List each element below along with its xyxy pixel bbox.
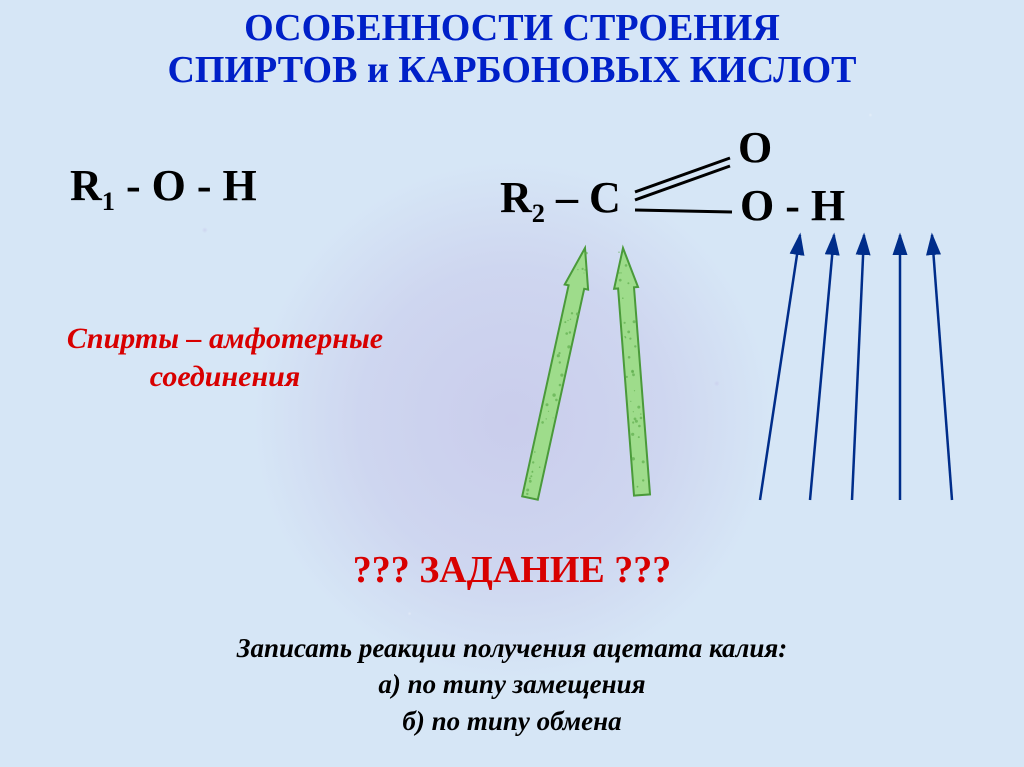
carboxyl-bond-lines	[635, 158, 732, 212]
acid-R: R	[500, 173, 532, 222]
blue-arrow	[810, 235, 834, 500]
assignment-line2: а) по типу замещения	[378, 669, 645, 699]
blue-arrow	[932, 235, 952, 500]
acid-R-sub: 2	[532, 198, 545, 228]
amphoteric-line1: Спирты – амфотерные	[67, 322, 383, 355]
alcohol-rest: - O - H	[115, 161, 257, 210]
slide-title: ОСОБЕННОСТИ СТРОЕНИЯ СПИРТОВ и КАРБОНОВЫ…	[0, 8, 1024, 92]
bond-line	[635, 210, 732, 212]
alcohol-formula: R1 - O - H	[70, 160, 257, 211]
title-line2: СПИРТОВ и КАРБОНОВЫХ КИСЛОТ	[167, 49, 856, 91]
acid-OH-bottom: O - H	[740, 180, 845, 231]
bond-line	[635, 158, 730, 192]
acid-C: – C	[545, 173, 621, 222]
task-text: ??? ЗАДАНИЕ ???	[353, 549, 672, 591]
blue-arrows-group	[760, 235, 952, 500]
blue-arrow	[760, 235, 800, 500]
assignment-line1: Записать реакции получения ацетата калия…	[237, 633, 788, 663]
task-heading: ??? ЗАДАНИЕ ???	[0, 548, 1024, 592]
bond-line	[635, 166, 730, 200]
green-arrows-group	[522, 248, 650, 500]
assignment-text: Записать реакции получения ацетата калия…	[0, 630, 1024, 739]
green-arrow	[522, 248, 588, 500]
amphoteric-note: Спирты – амфотерные соединения	[35, 320, 415, 395]
assignment-line3: б) по типу обмена	[402, 706, 621, 736]
title-line1: ОСОБЕННОСТИ СТРОЕНИЯ	[244, 7, 780, 49]
alcohol-R: R	[70, 161, 102, 210]
blue-arrow	[852, 235, 864, 500]
green-arrow	[614, 248, 650, 496]
alcohol-R-sub: 1	[102, 186, 115, 216]
acid-O-top: O	[738, 122, 772, 173]
amphoteric-line2: соединения	[150, 360, 300, 393]
acid-formula-RC: R2 – C	[500, 172, 621, 223]
